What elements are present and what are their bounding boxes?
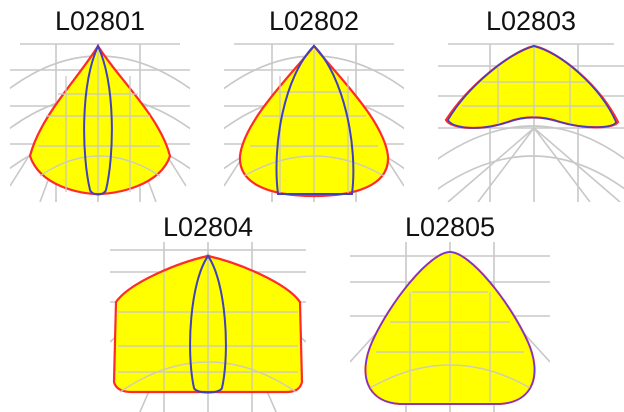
inner-lobe	[83, 43, 113, 196]
grid-overlay	[462, 48, 606, 124]
photometric-panel-l02801: L02801	[10, 6, 190, 202]
photometric-panel-l02805: L02805	[350, 212, 550, 412]
panel-label: L02802	[268, 6, 360, 36]
grid-overlay	[38, 50, 161, 192]
panel-label: L02803	[485, 6, 577, 36]
inner-lobe	[275, 44, 355, 195]
inner-lobe	[189, 254, 227, 394]
inner-lobe	[447, 45, 617, 129]
panel-label: L02804	[162, 212, 254, 242]
polar-diagram	[224, 43, 404, 202]
polar-diagram	[10, 43, 190, 202]
polar-diagram	[438, 43, 624, 202]
photometric-panel-l02802: L02802	[224, 6, 404, 202]
panel-label: L02805	[404, 212, 496, 242]
inner-lobe	[364, 251, 536, 405]
photometric-panel-l02804: L02804	[110, 212, 306, 412]
polar-diagram	[350, 242, 550, 412]
grid-overlay	[118, 258, 298, 393]
grid-overlay	[369, 254, 531, 402]
grid-overlay	[243, 50, 385, 194]
photometric-panel-l02803: L02803	[438, 6, 624, 202]
distribution-fill	[28, 43, 172, 196]
panel-label: L02801	[54, 6, 146, 36]
polar-diagram	[110, 242, 306, 412]
